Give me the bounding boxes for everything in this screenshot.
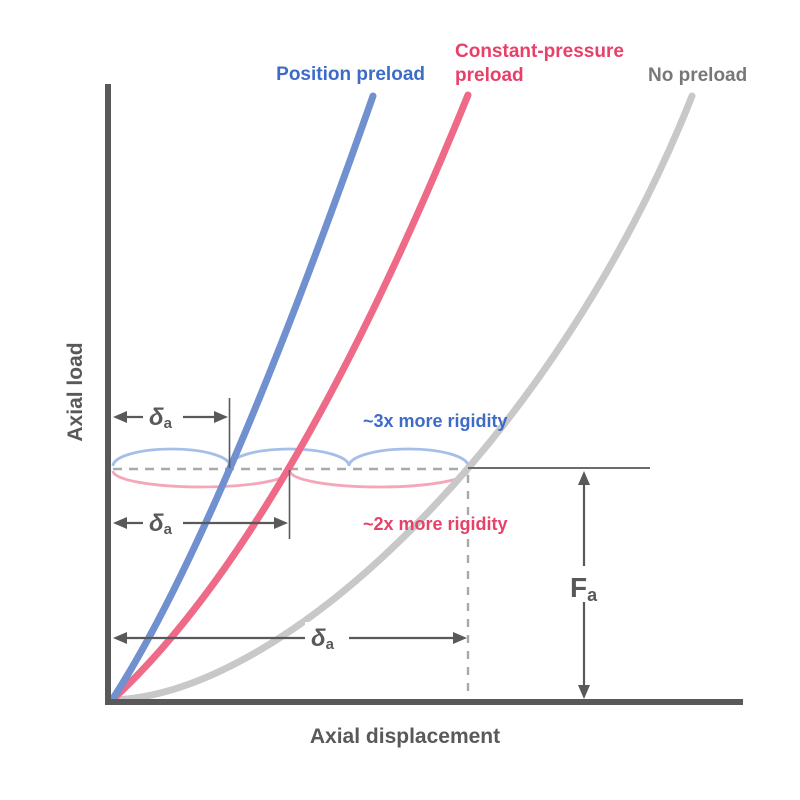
fa-label-mask bbox=[564, 566, 606, 602]
delta-a-arrow-1-heads bbox=[113, 411, 228, 423]
x-axis-title: Axial displacement bbox=[310, 725, 500, 748]
position-preload-label: Position preload bbox=[276, 64, 425, 85]
delta-a-label-1-mask bbox=[143, 401, 183, 431]
no-preload-label: No preload bbox=[648, 65, 747, 86]
rigidity-2x-annotation: ~2x more rigidity bbox=[363, 514, 508, 534]
constant-pressure-preload-curve bbox=[108, 91, 472, 704]
rigidity-3x-annotation: ~3x more rigidity bbox=[363, 411, 508, 431]
delta-a-label-2: δa bbox=[149, 510, 173, 538]
delta-a-label-3-mask bbox=[305, 622, 349, 652]
constant-pressure-label-line1: Constant-pressure bbox=[455, 41, 624, 62]
position-preload-curve bbox=[108, 92, 377, 704]
delta-a-label-2-mask bbox=[143, 507, 183, 537]
delta-a-label-3: δa bbox=[311, 625, 335, 653]
y-axis-title: Axial load bbox=[64, 342, 87, 441]
axes bbox=[105, 84, 743, 705]
delta-a-label-1: δa bbox=[149, 404, 173, 432]
blue-comparison-arcs bbox=[111, 447, 470, 467]
pink-comparison-arcs bbox=[111, 470, 470, 489]
constant-pressure-label-line2: preload bbox=[455, 65, 524, 86]
no-preload-curve bbox=[108, 92, 696, 704]
fa-label: Fa bbox=[570, 572, 598, 605]
